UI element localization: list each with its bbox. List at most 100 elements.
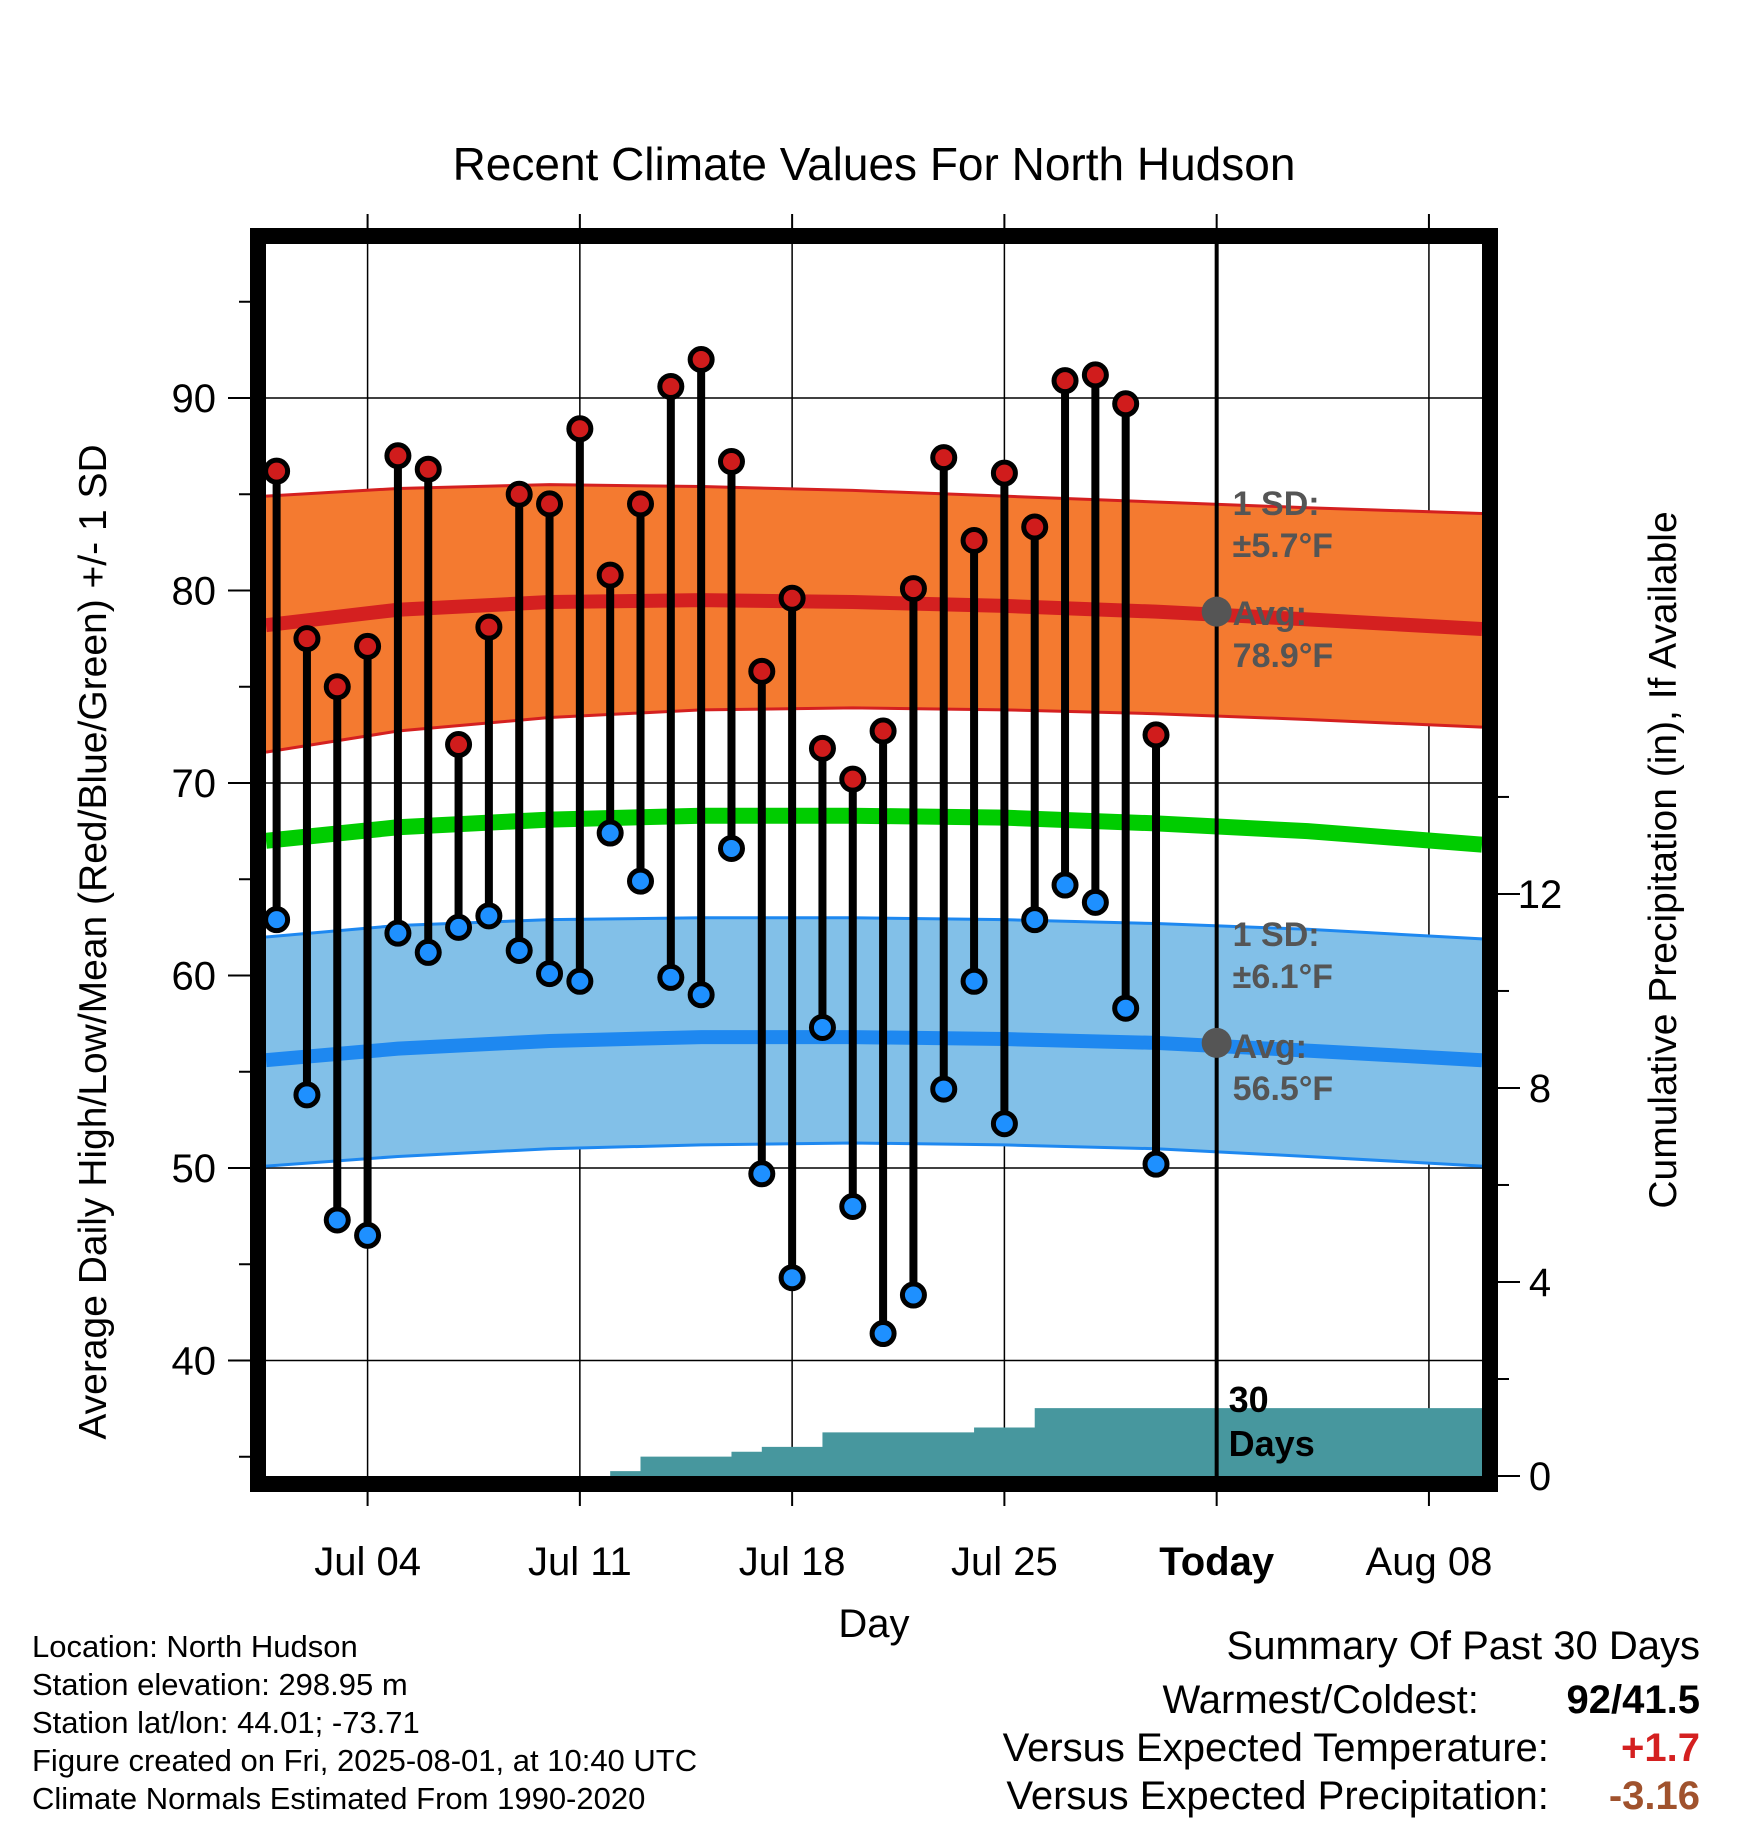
summary-title: Summary Of Past 30 Days bbox=[1226, 1624, 1700, 1668]
plot-area: 1 SD: ±5.7°F Avg: 78.9°F 1 SD: ±6.1°F Avg: 56.5… bbox=[172, 0, 1563, 1584]
daily-low-point bbox=[657, 963, 685, 991]
x-axis-label: Day bbox=[838, 1602, 909, 1646]
plot-frame bbox=[250, 228, 1498, 1492]
daily-low-point bbox=[990, 1110, 1018, 1138]
mean-avg-line bbox=[266, 807, 1482, 853]
precip-vs-expected-label: Versus Expected Precipitation: bbox=[1006, 1774, 1549, 1818]
daily-high-point bbox=[687, 346, 715, 373]
daily-low-point bbox=[960, 967, 988, 995]
daily-high-point bbox=[505, 480, 533, 508]
precip-days-label: 30 bbox=[1229, 1379, 1269, 1420]
y2-tick-label: 12 bbox=[1518, 873, 1563, 917]
y2-axis-label: Cumulative Precipitation (in), If Availa… bbox=[1642, 511, 1685, 1208]
daily-high-point bbox=[1175, 0, 1197, 11]
daily-low-point bbox=[1021, 906, 1049, 934]
daily-low-point bbox=[748, 1160, 776, 1188]
x-tick-label: Jul 25 bbox=[951, 1540, 1058, 1584]
daily-high-point bbox=[808, 734, 836, 762]
daily-low-point bbox=[596, 819, 624, 847]
low-avg-label: Avg: bbox=[1233, 1028, 1307, 1066]
daily-low-point bbox=[536, 960, 564, 988]
y2-tick-label: 4 bbox=[1529, 1261, 1551, 1305]
plot-content bbox=[266, 0, 1482, 1476]
daily-low-point bbox=[687, 981, 715, 1009]
daily-high-point bbox=[748, 657, 776, 685]
low-sd-value: ±6.1°F bbox=[1233, 958, 1333, 996]
daily-high-point bbox=[566, 415, 594, 443]
y2-tick-label: 8 bbox=[1529, 1067, 1551, 1111]
daily-low-point bbox=[505, 936, 533, 964]
low-sd-label: 1 SD: bbox=[1233, 916, 1320, 954]
daily-low-point bbox=[899, 1281, 927, 1309]
daily-high-point bbox=[445, 731, 473, 758]
x-tick-label: Today bbox=[1159, 1540, 1275, 1584]
daily-high-point bbox=[293, 625, 321, 653]
info-latlon: Station lat/lon: 44.01; -73.71 bbox=[32, 1705, 420, 1740]
daily-low-point bbox=[778, 1264, 806, 1292]
daily-high-point bbox=[717, 448, 745, 476]
info-normals: Climate Normals Estimated From 1990-2020 bbox=[32, 1781, 646, 1816]
daily-high-point bbox=[323, 673, 351, 701]
daily-low-point bbox=[1112, 994, 1140, 1022]
daily-high-point bbox=[266, 457, 291, 485]
y-tick-label: 50 bbox=[172, 1147, 217, 1191]
daily-high-point bbox=[384, 442, 412, 470]
daily-high-point bbox=[414, 455, 442, 483]
today-low-avg-marker bbox=[1201, 1027, 1232, 1058]
daily-high-point bbox=[839, 765, 867, 793]
precip-area bbox=[266, 1408, 1482, 1476]
temp-vs-expected-label: Versus Expected Temperature: bbox=[1002, 1726, 1549, 1770]
daily-low-point bbox=[839, 1193, 867, 1220]
info-elevation: Station elevation: 298.95 m bbox=[32, 1667, 408, 1702]
daily-high-point bbox=[869, 717, 897, 745]
daily-high-point bbox=[657, 372, 685, 400]
daily-high-point bbox=[930, 444, 958, 472]
daily-low-point bbox=[384, 919, 412, 947]
daily-low-point bbox=[869, 1320, 897, 1348]
daily-low-point bbox=[266, 906, 291, 934]
y-tick-label: 90 bbox=[172, 377, 217, 421]
daily-high-point bbox=[1021, 513, 1049, 541]
high-sd-label: 1 SD: bbox=[1233, 485, 1320, 523]
summary-warm-cold: Warmest/Coldest: 92/41.5 bbox=[1163, 1678, 1701, 1723]
daily-low-point bbox=[323, 1206, 351, 1234]
y2-tick-label: 0 bbox=[1529, 1455, 1551, 1499]
daily-low-point bbox=[1051, 871, 1079, 899]
high-avg-line bbox=[266, 593, 1482, 636]
warm-cold-label: Warmest/Coldest: bbox=[1162, 1678, 1479, 1722]
chart-title: Recent Climate Values For North Hudson bbox=[453, 138, 1296, 190]
x-tick-label: Jul 04 bbox=[314, 1540, 421, 1584]
info-created: Figure created on Fri, 2025-08-01, at 10… bbox=[32, 1743, 698, 1778]
daily-low-point bbox=[1175, 0, 1197, 11]
daily-low-point bbox=[475, 902, 503, 930]
x-tick-label: Jul 11 bbox=[528, 1540, 632, 1584]
temp-vs-expected-value: +1.7 bbox=[1621, 1726, 1700, 1770]
y-tick-label: 60 bbox=[172, 955, 217, 999]
daily-high-point bbox=[536, 490, 564, 518]
summary-precipitation: Versus Expected Precipitation: -3.16 bbox=[1006, 1774, 1700, 1819]
precip-vs-expected-value: -3.16 bbox=[1608, 1774, 1700, 1818]
daily-low-point bbox=[566, 967, 594, 995]
daily-low-point bbox=[808, 1013, 836, 1041]
high-band-upper-edge bbox=[266, 483, 1482, 515]
low-avg-value: 56.5°F bbox=[1233, 1070, 1334, 1108]
summary-temperature: Versus Expected Temperature: +1.7 bbox=[1003, 1726, 1700, 1771]
daily-high-point bbox=[354, 632, 382, 660]
high-sd-band bbox=[266, 484, 1482, 753]
y-tick-label: 70 bbox=[172, 762, 217, 806]
daily-low-point bbox=[930, 1075, 958, 1103]
daily-high-point bbox=[899, 575, 927, 603]
daily-high-point bbox=[778, 584, 806, 612]
daily-low-point bbox=[717, 834, 745, 862]
daily-high-point bbox=[627, 490, 655, 518]
x-tick-label: Aug 08 bbox=[1366, 1540, 1493, 1584]
y-axis-label: Average Daily High/Low/Mean (Red/Blue/Gr… bbox=[72, 444, 115, 1439]
daily-high-point bbox=[1081, 361, 1109, 389]
y-tick-label: 40 bbox=[172, 1340, 217, 1384]
high-band-lower-edge bbox=[266, 706, 1482, 754]
precip-days-label: Days bbox=[1229, 1423, 1315, 1464]
x-tick-label: Jul 18 bbox=[739, 1540, 846, 1584]
daily-low-point bbox=[1142, 1150, 1170, 1178]
daily-low-point bbox=[354, 1221, 382, 1249]
daily-low-point bbox=[293, 1081, 321, 1109]
